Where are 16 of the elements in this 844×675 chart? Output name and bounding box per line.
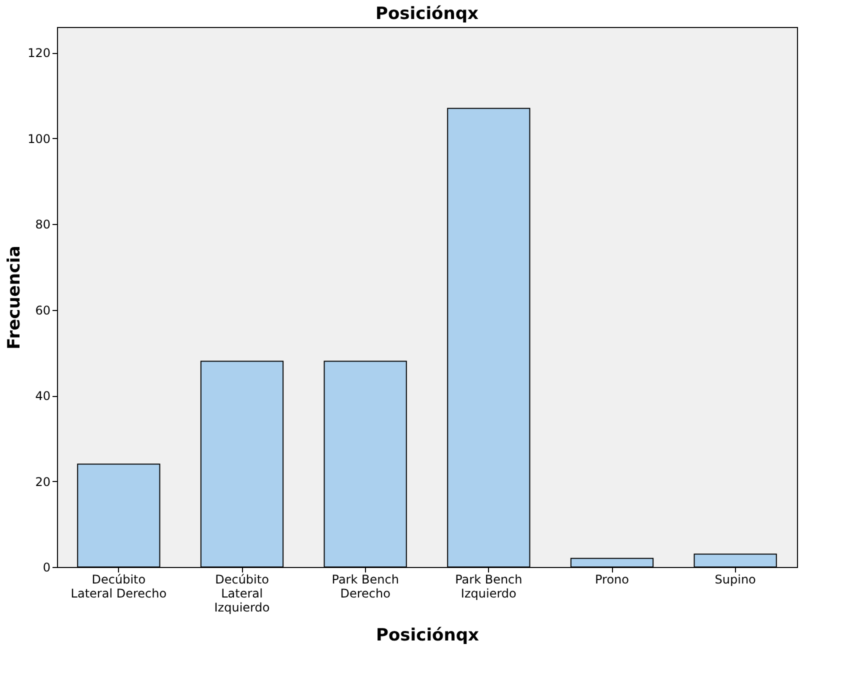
y-tick-label: 20 <box>35 474 50 489</box>
chart-title: Posiciónqx <box>376 4 478 24</box>
x-tick-label: Prono <box>595 572 629 586</box>
x-tick-label: Park Bench Derecho <box>332 572 399 600</box>
x-tick-label: Decúbito Lateral Izquierdo <box>214 572 270 614</box>
y-axis-title: Frecuencia <box>4 246 25 350</box>
y-tick-label: 60 <box>35 303 50 318</box>
y-tick-label: 80 <box>35 218 50 232</box>
x-tick-label: Supino <box>714 572 756 586</box>
y-tick-label: 40 <box>35 389 50 404</box>
x-tick-label: Decúbito Lateral Derecho <box>70 572 167 600</box>
x-tick-label: Park Bench Izquierdo <box>455 572 522 600</box>
x-axis-title: Posiciónqx <box>376 626 479 646</box>
y-tick-label: 120 <box>28 46 50 60</box>
y-tick-label: 100 <box>28 132 50 146</box>
y-tick-label: 0 <box>42 560 50 574</box>
